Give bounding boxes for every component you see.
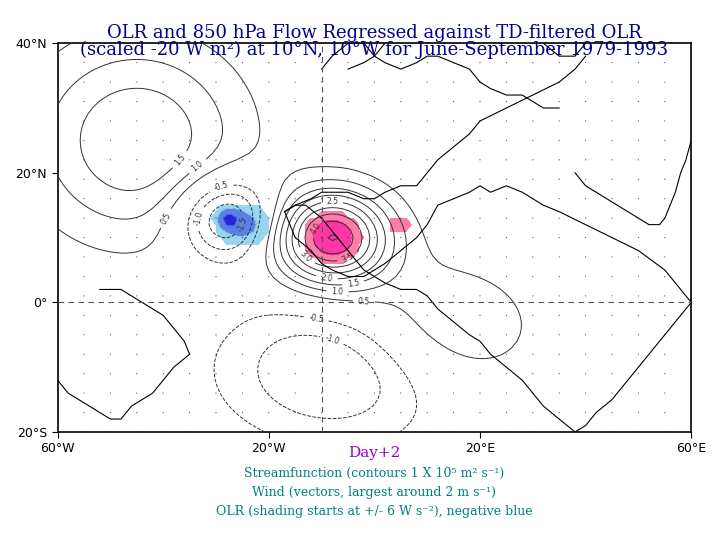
Text: -0.5: -0.5 <box>308 313 325 325</box>
Text: -0.5: -0.5 <box>213 180 230 193</box>
Text: 2.0: 2.0 <box>320 273 333 284</box>
Text: -1.0: -1.0 <box>324 333 341 346</box>
Text: 1.5: 1.5 <box>173 152 188 167</box>
Text: Day+2: Day+2 <box>348 446 400 460</box>
Text: 1.5: 1.5 <box>346 278 360 289</box>
Text: 3.0: 3.0 <box>298 249 313 264</box>
Text: (scaled -20 W m²) at 10°N, 10°W for June-September 1979-1993: (scaled -20 W m²) at 10°N, 10°W for June… <box>81 40 668 59</box>
Text: 2.5: 2.5 <box>326 197 338 206</box>
Text: 0.5: 0.5 <box>358 296 370 306</box>
Text: 1.0: 1.0 <box>190 159 205 173</box>
Text: 3.5: 3.5 <box>341 252 356 265</box>
Text: Streamfunction (contours 1 X 10⁵ m² s⁻¹): Streamfunction (contours 1 X 10⁵ m² s⁻¹) <box>244 467 505 480</box>
Text: OLR and 850 hPa Flow Regressed against TD-filtered OLR: OLR and 850 hPa Flow Regressed against T… <box>107 24 642 42</box>
Text: OLR (shading starts at +/- 6 W s⁻²), negative blue: OLR (shading starts at +/- 6 W s⁻²), neg… <box>216 505 533 518</box>
Text: Wind (vectors, largest around 2 m s⁻¹): Wind (vectors, largest around 2 m s⁻¹) <box>253 486 496 499</box>
Text: -1.5: -1.5 <box>236 217 249 233</box>
Text: 0.5: 0.5 <box>159 211 173 226</box>
Text: -1.0: -1.0 <box>192 210 204 226</box>
Text: 1.0: 1.0 <box>331 287 343 296</box>
Text: 4.0: 4.0 <box>309 221 323 237</box>
